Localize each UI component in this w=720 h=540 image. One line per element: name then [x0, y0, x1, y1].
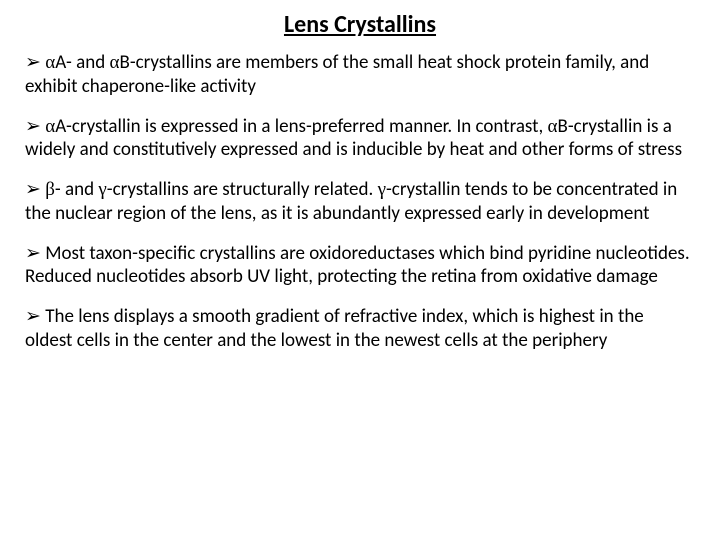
bullet-5: ➢ The lens displays a smooth gradient of… [25, 305, 695, 353]
bullet-arrow-icon: ➢ [25, 52, 41, 73]
greek-letter: γ [98, 179, 106, 200]
bullet-text: -crystallins are structurally related. [107, 178, 378, 201]
bullet-arrow-icon: ➢ [25, 179, 41, 200]
bullet-3: ➢ β- and γ-crystallins are structurally … [25, 178, 695, 226]
greek-letter: β [45, 179, 55, 200]
bullet-1: ➢ αA- and αB-crystallins are members of … [25, 51, 695, 99]
greek-letter: γ [378, 179, 386, 200]
bullet-text: A- and [55, 51, 109, 74]
bullet-arrow-icon: ➢ [25, 306, 41, 327]
bullet-text: B-crystallins are members of the small h… [25, 51, 649, 98]
bullet-text: A-crystallin is expressed in a lens-pref… [55, 115, 547, 138]
slide-title: Lens Crystallins [25, 10, 695, 39]
bullet-arrow-icon: ➢ [25, 116, 41, 137]
bullet-text: The lens displays a smooth gradient of r… [25, 305, 644, 352]
greek-letter: α [45, 52, 55, 73]
greek-letter: α [548, 116, 558, 137]
bullet-text: Most taxon-specific crystallins are oxid… [25, 242, 690, 289]
greek-letter: α [45, 116, 55, 137]
bullet-text: - and [55, 178, 98, 201]
greek-letter: α [110, 52, 120, 73]
bullet-arrow-icon: ➢ [25, 243, 41, 264]
slide: Lens Crystallins ➢ αA- and αB-crystallin… [0, 0, 720, 389]
bullet-2: ➢ αA-crystallin is expressed in a lens-p… [25, 115, 695, 163]
bullet-4: ➢ Most taxon-specific crystallins are ox… [25, 242, 695, 290]
